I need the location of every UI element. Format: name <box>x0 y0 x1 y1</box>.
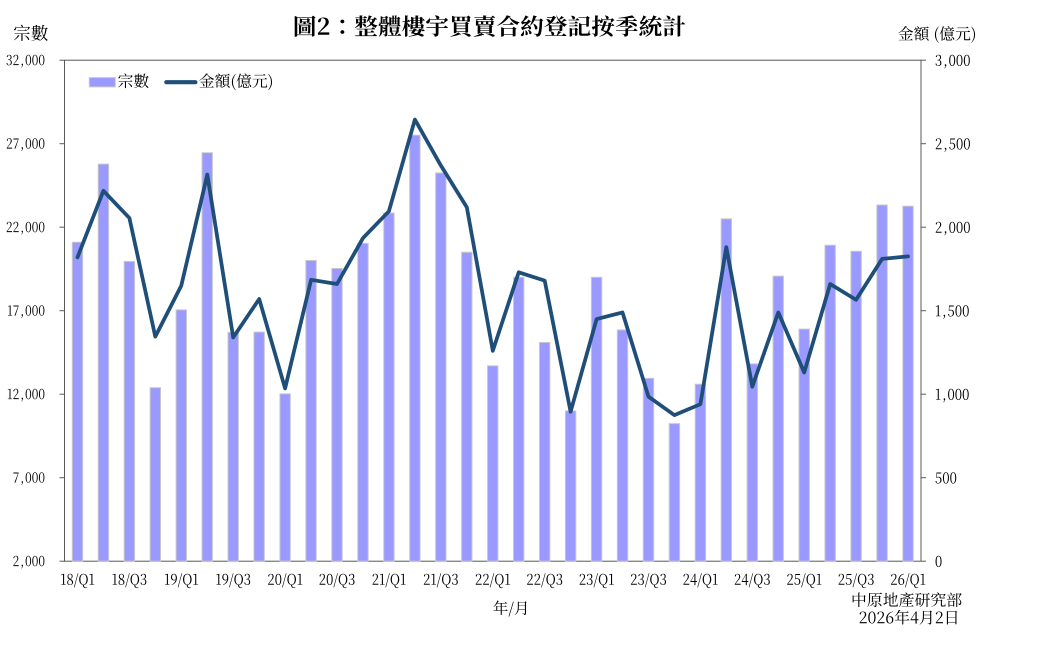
bar-18/Q3 <box>123 260 136 562</box>
line-金額億元 <box>75 117 910 417</box>
y-left-tick-label <box>6 54 45 68</box>
bar-20/Q2 <box>305 259 317 562</box>
bar-23/Q3 <box>642 377 655 562</box>
x-tick-label <box>216 573 251 589</box>
bar-22/Q3 <box>538 341 551 562</box>
bar-22/Q1 <box>487 365 499 562</box>
bar-20/Q1 <box>279 393 291 562</box>
y-right-tick-label <box>935 221 970 236</box>
legend-series1-label-glyphs <box>118 73 149 89</box>
bar-25/Q1 <box>798 328 810 562</box>
bar-24/Q4 <box>772 275 784 562</box>
y-left-tick-label <box>6 138 45 152</box>
bar-19/Q1 <box>175 309 187 562</box>
x-tick-label <box>112 573 147 589</box>
y-left-tick-label <box>7 305 45 319</box>
x-tick-label <box>61 573 95 589</box>
y-left-tick-label <box>7 388 45 402</box>
bar-20/Q4 <box>357 242 369 562</box>
bar-18/Q1 <box>71 241 84 562</box>
bar-21/Q2 <box>409 134 421 562</box>
bar-21/Q1 <box>383 212 395 562</box>
bar-23/Q1 <box>590 276 603 562</box>
bar-21/Q4 <box>461 251 473 562</box>
x-tick-label <box>475 573 511 589</box>
x-tick-label <box>372 573 406 589</box>
y-right-tick-label <box>935 305 969 319</box>
y-right-tick-label <box>935 472 957 484</box>
bar-20/Q3 <box>331 267 343 562</box>
bar-18/Q2 <box>97 163 110 562</box>
legend-series2-label-glyphs <box>199 73 273 91</box>
x-tick-label <box>734 573 770 589</box>
y_axis_right_title-glyphs <box>898 26 976 43</box>
line-series-金額 <box>75 117 910 417</box>
legend <box>88 73 273 91</box>
x-tick-label <box>319 573 355 589</box>
bar-22/Q4 <box>564 410 577 562</box>
bar-23/Q2 <box>616 329 629 562</box>
legend-bar-swatch <box>88 77 116 88</box>
x-tick-label <box>164 573 198 589</box>
bar-23/Q4 <box>668 423 681 562</box>
bar-24/Q2 <box>720 218 733 562</box>
x-tick-label <box>527 573 563 589</box>
bar-series-宗數 <box>71 134 914 562</box>
x-tick-label <box>838 573 874 589</box>
bar-18/Q4 <box>149 387 162 562</box>
bar-19/Q2 <box>201 152 213 562</box>
x-tick-label <box>630 573 667 589</box>
x-tick-label <box>787 573 822 589</box>
y-left-tick-label <box>13 472 45 486</box>
x-tick-label <box>268 573 303 589</box>
bar-25/Q4 <box>876 204 888 562</box>
y-left-tick-label <box>13 555 45 569</box>
bar-25/Q2 <box>824 244 836 562</box>
y-right-tick-label <box>935 138 970 152</box>
y-right-tick-label <box>935 54 970 69</box>
bar-19/Q3 <box>227 331 239 562</box>
x-tick-label <box>423 573 458 589</box>
date_note-glyphs <box>859 609 958 625</box>
y_axis_left_title-glyphs <box>13 24 48 42</box>
y-right-tick-label <box>935 388 969 403</box>
bar-25/Q3 <box>850 250 862 562</box>
x-tick-label <box>579 573 614 589</box>
chart-title-glyphs <box>294 15 686 37</box>
y-left-tick-label <box>6 221 45 235</box>
x_axis_title-glyphs <box>493 600 527 617</box>
bar-21/Q3 <box>435 172 447 562</box>
y-right-tick-label <box>935 555 942 568</box>
bar-19/Q4 <box>253 331 265 562</box>
bar-22/Q2 <box>513 276 525 562</box>
x-tick-label <box>891 573 926 589</box>
bar-26/Q1 <box>902 205 914 562</box>
source_note-glyphs <box>852 592 962 608</box>
x-tick-label <box>683 573 718 589</box>
bar-24/Q3 <box>746 363 758 562</box>
bar-24/Q1 <box>694 383 707 562</box>
